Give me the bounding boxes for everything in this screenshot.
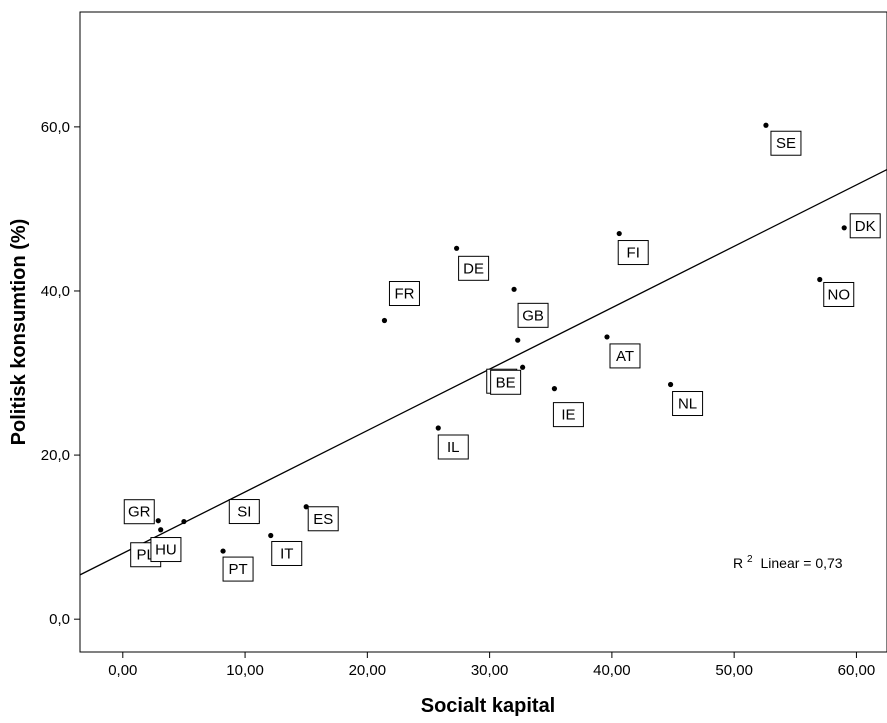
point-label-box [609, 343, 641, 369]
point-label-box [437, 434, 469, 460]
point-label-box [228, 499, 260, 525]
x-tick-label: 0,00 [108, 662, 137, 679]
data-point [381, 317, 388, 324]
point-label: DK [855, 218, 876, 235]
r2-annotation: R 2 Linear = 0,73 [733, 549, 843, 571]
y-tick-label: 40,0 [41, 283, 70, 300]
point-label-box [517, 302, 549, 328]
point-label-box [458, 255, 490, 281]
data-point [454, 245, 460, 251]
y-tick-label: 0,0 [49, 611, 70, 628]
point-label: FR [394, 286, 414, 303]
point-label: IT [280, 545, 293, 562]
point-label-box [271, 540, 303, 566]
points-group [155, 122, 847, 554]
point-label: ES [313, 511, 333, 528]
point-label-box [552, 402, 584, 428]
point-label-box [388, 281, 420, 307]
r2-label: Linear = 0,73 [760, 555, 842, 571]
plot-area-frame [79, 11, 887, 653]
point-label-box [150, 537, 182, 563]
x-tick-label: 10,00 [226, 662, 264, 679]
x-axis-ticks: 0,00 10,00 20,00 30,00 40,00 50,00 60,00 [108, 652, 875, 679]
y-tick-label: 60,0 [41, 119, 70, 136]
x-tick-label: 40,00 [593, 662, 631, 679]
data-point [303, 504, 309, 510]
x-tick-label: 60,00 [838, 662, 876, 679]
point-label: NL [678, 396, 697, 413]
point-labels-group: SEDKFINODEGBLUFRATBENLIEILESSIITGRPLHUPT [123, 130, 881, 582]
data-point [616, 230, 622, 237]
x-tick-label: 50,00 [715, 662, 753, 679]
point-label: SI [237, 504, 251, 521]
point-label-box [823, 281, 855, 307]
data-point [604, 334, 610, 340]
x-tick-label: 30,00 [471, 662, 509, 679]
point-label: HU [155, 542, 177, 559]
point-label-box [490, 369, 522, 395]
point-label-box [222, 556, 254, 582]
point-label: FI [627, 245, 640, 262]
y-axis-title: Politisk konsumtion (%) [8, 219, 30, 446]
data-point [220, 548, 226, 554]
data-point [515, 337, 521, 343]
x-axis-title: Socialt kapital [421, 695, 556, 717]
data-point [667, 381, 674, 388]
data-point [158, 527, 164, 533]
data-point [511, 286, 517, 292]
point-label: BE [496, 374, 516, 391]
point-label: PL [137, 547, 155, 564]
point-label-box [617, 240, 649, 266]
data-point [817, 276, 823, 283]
y-tick-label: 20,0 [41, 447, 70, 464]
point-label: AT [616, 348, 634, 365]
point-label: GR [128, 504, 151, 521]
point-label: NO [828, 286, 851, 303]
data-point [435, 425, 441, 431]
point-label: PT [228, 561, 247, 578]
data-point [551, 386, 558, 392]
point-label-box [849, 213, 881, 239]
data-point [841, 225, 847, 231]
point-label: IE [561, 407, 575, 424]
point-label: SE [776, 135, 796, 152]
r2-superscript: 2 [747, 554, 753, 565]
y-axis-ticks: 0,0 20,0 40,0 60,0 [41, 119, 80, 628]
data-point [520, 364, 526, 370]
point-label-box [123, 499, 155, 525]
data-point [155, 518, 161, 524]
data-point [181, 518, 187, 525]
data-point [268, 532, 274, 539]
point-label: GB [522, 307, 544, 324]
data-point [763, 122, 769, 128]
point-label-box [672, 391, 704, 417]
point-label: DE [463, 260, 484, 277]
point-label-box [770, 130, 802, 156]
point-label-box [307, 506, 339, 532]
r2-prefix: R [733, 555, 743, 571]
x-tick-label: 20,00 [349, 662, 387, 679]
regression-line [79, 168, 887, 576]
fit-line-group [79, 168, 887, 576]
point-label: IL [447, 439, 460, 456]
